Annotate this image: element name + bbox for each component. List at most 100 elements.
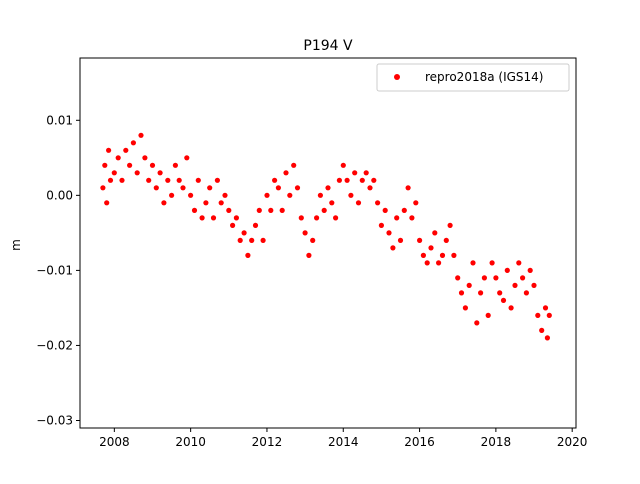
data-point: [230, 222, 236, 228]
data-point: [199, 215, 205, 221]
x-tick-label: 2008: [99, 435, 130, 449]
data-point: [100, 185, 106, 191]
data-point: [268, 207, 274, 213]
data-point: [390, 245, 396, 251]
data-point: [462, 305, 468, 311]
data-point: [149, 162, 156, 168]
data-point: [218, 200, 224, 206]
data-point: [283, 170, 289, 176]
data-point: [417, 237, 423, 243]
legend-label: repro2018a (IGS14): [425, 70, 543, 84]
data-points-layer: [100, 132, 552, 341]
data-point: [176, 177, 182, 183]
data-point: [222, 192, 228, 198]
data-point: [413, 200, 419, 206]
data-point: [157, 170, 163, 176]
data-point: [214, 177, 220, 183]
data-point: [348, 192, 354, 198]
chart-title: P194 V: [303, 38, 353, 54]
data-point: [527, 267, 533, 273]
data-point: [195, 177, 201, 183]
data-point: [508, 305, 514, 311]
data-point: [256, 207, 262, 213]
data-point: [504, 267, 510, 273]
data-point: [153, 185, 159, 191]
data-point: [382, 207, 388, 213]
data-point: [544, 335, 551, 341]
data-point: [127, 162, 133, 168]
y-tick-label: −0.03: [36, 413, 73, 427]
legend-marker: [394, 74, 400, 80]
y-tick-label: −0.02: [36, 338, 73, 352]
data-point: [451, 252, 457, 258]
data-point: [272, 177, 278, 183]
data-point: [340, 162, 346, 168]
data-point: [500, 297, 507, 303]
data-point: [115, 155, 121, 161]
data-point: [458, 290, 465, 296]
data-point: [249, 237, 255, 243]
data-point: [336, 177, 342, 183]
data-point: [146, 177, 152, 183]
data-point: [516, 260, 522, 266]
data-point: [294, 185, 301, 191]
data-point: [184, 155, 190, 161]
data-point: [523, 290, 530, 296]
data-point: [237, 237, 243, 243]
data-point: [481, 275, 487, 281]
data-point: [409, 215, 415, 221]
data-point: [355, 200, 362, 206]
data-point: [252, 222, 259, 228]
data-point: [233, 215, 239, 221]
data-point: [497, 290, 503, 296]
data-point: [123, 147, 129, 153]
data-point: [264, 192, 270, 198]
data-point: [531, 282, 537, 288]
data-point: [111, 170, 117, 176]
data-point: [302, 230, 308, 236]
data-point: [314, 215, 320, 221]
data-point: [317, 192, 323, 198]
data-point: [539, 327, 545, 333]
data-point: [375, 200, 381, 206]
data-point: [191, 207, 198, 213]
data-point: [520, 275, 526, 281]
data-point: [104, 200, 110, 206]
data-point: [172, 162, 178, 168]
data-point: [203, 200, 209, 206]
x-tick-label: 2014: [328, 435, 359, 449]
data-point: [142, 155, 148, 161]
data-point: [397, 237, 404, 243]
data-point: [386, 230, 392, 236]
data-point: [371, 177, 377, 183]
data-point: [134, 170, 140, 176]
data-point: [405, 185, 411, 191]
data-point: [291, 162, 297, 168]
data-point: [535, 312, 541, 318]
plot-frame: [79, 57, 577, 429]
data-point: [321, 207, 327, 213]
data-point: [344, 177, 350, 183]
data-point: [485, 312, 491, 318]
data-point: [279, 207, 285, 213]
data-point: [394, 215, 400, 221]
data-point: [207, 185, 213, 191]
data-point: [275, 185, 281, 191]
data-point: [298, 215, 304, 221]
data-point: [260, 237, 266, 243]
data-point: [428, 245, 434, 251]
axes-layer: 2008 2010 2012 2014 2016 2018 2020 0.01 0.00 −0.0…: [36, 57, 588, 449]
data-point: [489, 260, 495, 266]
data-point: [447, 222, 453, 228]
data-point: [352, 170, 358, 176]
data-point: [478, 290, 484, 296]
x-tick-label: 2020: [557, 435, 588, 449]
y-tick-label: 0.00: [46, 188, 73, 202]
data-point: [165, 177, 171, 183]
y-tick-label: −0.01: [36, 263, 73, 277]
data-point: [161, 200, 167, 206]
data-point: [106, 147, 112, 153]
data-point: [325, 185, 331, 191]
data-point: [443, 237, 449, 243]
